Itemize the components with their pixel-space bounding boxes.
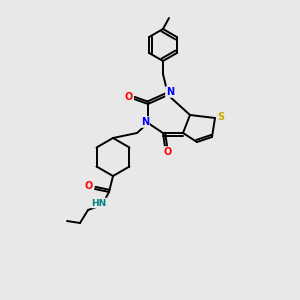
Text: S: S [218,112,225,122]
Text: O: O [85,181,93,191]
Text: HN: HN [92,199,106,208]
Text: N: N [166,87,174,97]
Text: O: O [164,147,172,157]
Text: N: N [141,117,149,127]
Text: O: O [125,92,133,102]
